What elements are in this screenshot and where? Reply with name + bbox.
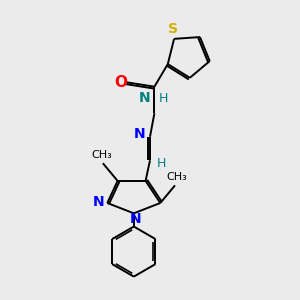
Text: CH₃: CH₃ <box>91 150 112 160</box>
Text: H: H <box>157 157 166 170</box>
Text: CH₃: CH₃ <box>166 172 187 182</box>
Text: O: O <box>115 75 128 90</box>
Text: N: N <box>139 92 151 106</box>
Text: N: N <box>134 127 146 141</box>
Text: N: N <box>130 212 141 226</box>
Text: H: H <box>159 92 169 105</box>
Text: N: N <box>93 194 105 208</box>
Text: S: S <box>169 22 178 36</box>
